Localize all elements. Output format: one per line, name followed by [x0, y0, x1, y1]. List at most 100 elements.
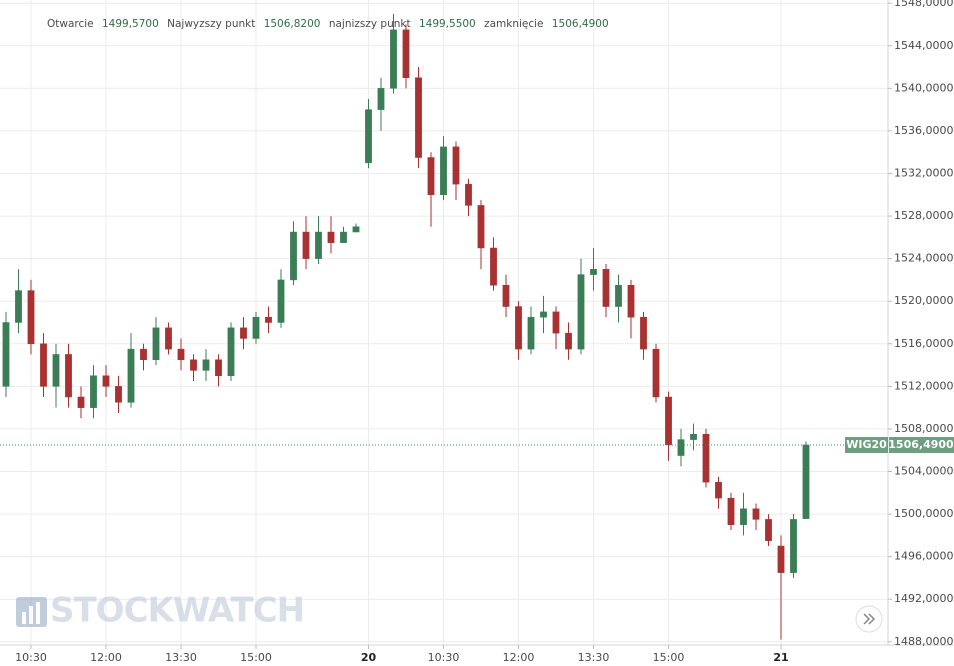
y-tick-label: 1536,0000: [894, 124, 954, 137]
watermark-icon-bar: [29, 606, 33, 624]
candle-body: [727, 497, 735, 525]
candle-body: [352, 226, 360, 233]
watermark-text: STOCKWATCH: [50, 591, 304, 631]
candle-body: [477, 205, 485, 249]
ohlc-legend-text: Otwarcie 1499,5700 Najwyzszy punkt 1506,…: [47, 18, 609, 30]
candle-body: [427, 157, 435, 196]
candle-body: [215, 359, 222, 376]
candle-body: [465, 183, 472, 206]
candle-body: [440, 146, 447, 196]
candle-body: [527, 316, 535, 350]
candle-body: [777, 545, 785, 573]
ohlc-label: Najwyzszy punkt: [167, 18, 255, 30]
candle-body: [452, 146, 460, 185]
x-tick-label: 20: [361, 651, 377, 664]
y-tick-label: 1496,0000: [894, 550, 954, 563]
candle-body: [565, 332, 572, 350]
x-tick-label: 12:00: [503, 651, 535, 664]
candle-body: [615, 284, 622, 307]
candle-body: [327, 231, 335, 243]
candle-body: [277, 279, 285, 323]
candle-body: [52, 354, 60, 387]
y-tick-label: 1516,0000: [894, 337, 954, 350]
y-tick-label: 1520,0000: [894, 294, 954, 307]
candle-body: [340, 231, 347, 243]
x-tick-label: 15:00: [240, 651, 272, 664]
candle-body: [552, 311, 560, 334]
candle-body: [377, 88, 385, 110]
y-tick-label: 1488,0000: [894, 635, 954, 648]
candle-body: [502, 284, 510, 307]
candle-body: [65, 354, 72, 398]
candle-body: [715, 481, 722, 499]
y-tick-label: 1500,0000: [894, 507, 954, 520]
candle-body: [265, 316, 272, 323]
last-price-name-box: [845, 437, 888, 454]
y-tick-label: 1540,0000: [894, 81, 954, 94]
y-tick-label: 1524,0000: [894, 252, 954, 265]
axes: 1488,0000 1492,0000 1496,0000 1500,0000 1504…: [15, 0, 954, 664]
candle-body: [765, 519, 772, 541]
candle-body: [240, 327, 247, 339]
grid: [0, 0, 888, 645]
candle-body: [652, 348, 660, 398]
candle-body: [2, 322, 10, 387]
candle-body: [190, 359, 197, 371]
candle-body: [365, 109, 372, 164]
ohlc-value: 1506,8200: [264, 18, 321, 30]
candle-body: [590, 269, 597, 275]
last-price-label: 1506,4900: [888, 438, 954, 451]
candle-body: [490, 247, 497, 286]
x-tick-label: 13:30: [165, 651, 197, 664]
candle-body: [752, 508, 760, 520]
x-tick-label: 10:30: [15, 651, 47, 664]
candle-body: [402, 29, 410, 78]
candle-body: [315, 231, 322, 259]
scroll-button-icon[interactable]: [863, 613, 876, 625]
y-tick-label: 1492,0000: [894, 592, 954, 605]
candle-body: [602, 269, 610, 307]
candle-body: [690, 434, 697, 440]
candle-body: [252, 316, 260, 339]
candle-body: [540, 311, 547, 318]
last-price-box: [889, 437, 954, 454]
candle-body: [290, 231, 297, 281]
candle-body: [802, 444, 810, 519]
y-tick-label: 1528,0000: [894, 209, 954, 222]
x-tick-label: 13:30: [578, 651, 610, 664]
watermark: STOCKWATCH: [16, 591, 305, 631]
candle-body: [702, 434, 710, 483]
candle-body: [40, 343, 47, 387]
ohlc-value: 1506,4900: [552, 18, 609, 30]
candle-body: [77, 396, 85, 408]
candle-body: [515, 306, 522, 350]
ohlc-value: 1499,5500: [419, 18, 476, 30]
candle-body: [227, 327, 235, 376]
candle-body: [677, 439, 685, 456]
y-tick-label: 1532,0000: [894, 166, 954, 179]
last-price-name: WIG20: [846, 438, 887, 451]
candle-body: [640, 316, 647, 350]
y-tick-label: 1504,0000: [894, 465, 954, 478]
candle-body: [127, 348, 135, 403]
candle-body: [577, 274, 585, 350]
candles: [0, 13, 888, 640]
candle-body: [165, 327, 172, 350]
x-tick-label: 15:00: [653, 651, 685, 664]
y-tick-label: 1548,0000: [894, 0, 954, 9]
candle-body: [390, 29, 397, 89]
y-tick-label: 1544,0000: [894, 39, 954, 52]
x-tick-label: 12:00: [90, 651, 122, 664]
x-tick-label: 21: [773, 651, 788, 664]
candle-body: [202, 359, 210, 371]
y-tick-label: 1512,0000: [894, 379, 954, 392]
candle-body: [15, 290, 22, 323]
candle-body: [115, 386, 122, 403]
candle-body: [152, 327, 160, 361]
candle-body: [140, 348, 147, 361]
ohlc-label: zamknięcie: [484, 18, 543, 30]
scroll-button[interactable]: [855, 605, 883, 633]
candle-body: [177, 348, 185, 361]
candle-body: [665, 396, 672, 446]
